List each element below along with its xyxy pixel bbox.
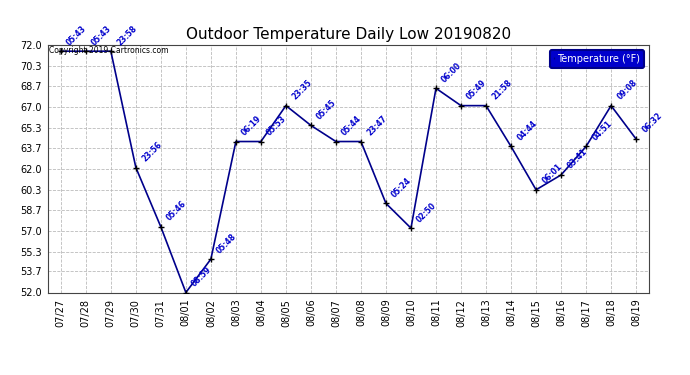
Text: 05:53: 05:53 — [265, 114, 288, 137]
Text: 05:43: 05:43 — [90, 24, 113, 47]
Text: 04:44: 04:44 — [515, 119, 539, 142]
Text: 08:59: 08:59 — [190, 265, 213, 288]
Text: 02:50: 02:50 — [415, 201, 438, 224]
Text: 03:41: 03:41 — [565, 147, 589, 171]
Text: 06:00: 06:00 — [440, 61, 464, 84]
Text: 06:01: 06:01 — [540, 162, 564, 186]
Text: 05:45: 05:45 — [315, 98, 338, 121]
Text: 05:24: 05:24 — [390, 176, 413, 199]
Text: 09:08: 09:08 — [615, 78, 639, 102]
Legend: Temperature (°F): Temperature (°F) — [550, 50, 644, 68]
Text: 05:49: 05:49 — [465, 78, 489, 102]
Text: 23:56: 23:56 — [140, 140, 164, 164]
Text: 23:35: 23:35 — [290, 78, 313, 102]
Title: Outdoor Temperature Daily Low 20190820: Outdoor Temperature Daily Low 20190820 — [186, 27, 511, 42]
Text: Copyright 2019 Cartronics.com: Copyright 2019 Cartronics.com — [49, 46, 168, 55]
Text: 05:43: 05:43 — [65, 24, 88, 47]
Text: 21:58: 21:58 — [490, 78, 513, 102]
Text: 05:46: 05:46 — [165, 200, 188, 223]
Text: 06:19: 06:19 — [240, 114, 264, 137]
Text: 05:44: 05:44 — [340, 114, 364, 137]
Text: 04:51: 04:51 — [590, 119, 613, 142]
Text: 23:47: 23:47 — [365, 114, 388, 137]
Text: 06:32: 06:32 — [640, 111, 664, 135]
Text: 23:58: 23:58 — [115, 24, 139, 47]
Text: 05:48: 05:48 — [215, 231, 239, 255]
